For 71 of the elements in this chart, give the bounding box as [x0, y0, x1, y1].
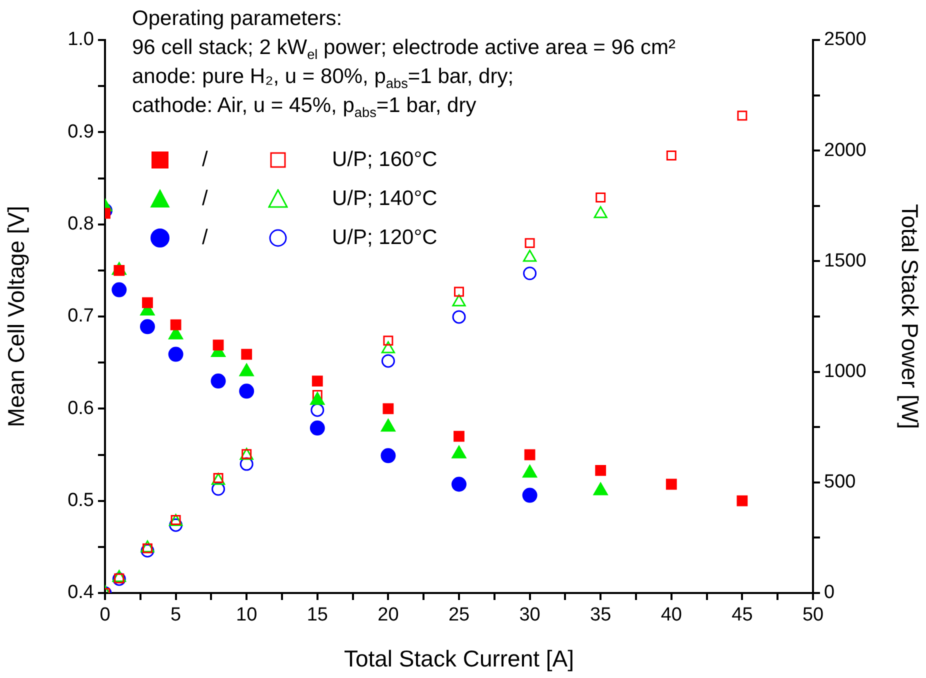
x-tick-label: 20	[378, 604, 399, 626]
annotation: /	[202, 148, 209, 172]
text: Operating parameters:	[132, 6, 344, 32]
y-tick-label: 0.5	[68, 490, 94, 512]
point	[452, 476, 466, 492]
y-tick-label: 0.9	[68, 121, 94, 142]
x-tick-label: 35	[590, 604, 612, 626]
x-tick-label: 10	[236, 604, 258, 626]
point	[524, 449, 536, 460]
point	[452, 310, 466, 324]
point	[523, 266, 537, 280]
point	[595, 464, 606, 476]
annotation: 96 cell stack; 2 kW$_{el}$ power; electrode active area = 96 cm²	[132, 35, 676, 62]
point	[140, 319, 155, 334]
y-tick-label: 0.6	[68, 398, 94, 419]
point	[212, 482, 226, 496]
point	[312, 376, 323, 386]
point	[140, 544, 154, 558]
y2-tick-label: 1500	[824, 250, 866, 272]
y2-tick-label: 2000	[824, 140, 866, 161]
x-tick-label: 15	[306, 604, 328, 626]
point	[380, 448, 396, 464]
annotation: anode: pure H₂, u = 80%, p$_{abs}$=1 bar, dry;	[132, 64, 515, 92]
point	[310, 403, 324, 417]
point	[382, 403, 394, 414]
annotation: /	[202, 186, 209, 210]
point	[310, 420, 325, 436]
point	[522, 488, 538, 503]
point	[524, 238, 535, 248]
point	[168, 346, 184, 362]
y2-tick-label: 1000	[824, 361, 866, 382]
y2-tick-label: 2500	[824, 29, 866, 50]
point	[381, 354, 395, 368]
y-tick-label: 0.4	[68, 582, 94, 604]
legend-label: U/P; 120°C	[332, 226, 438, 250]
point	[736, 495, 748, 506]
x-tick-label: 45	[732, 604, 753, 626]
y2-tick-label: 500	[824, 472, 856, 493]
y-axis-title: Mean Cell Voltage [V]	[3, 206, 30, 428]
point	[383, 336, 394, 346]
legend-label: U/P; 140°C	[332, 186, 438, 210]
point	[241, 348, 252, 360]
point	[239, 384, 254, 399]
point	[212, 340, 224, 351]
point	[454, 430, 464, 442]
point	[112, 572, 126, 586]
point	[170, 319, 182, 330]
legend-label: U/P; 160°C	[332, 148, 438, 172]
annotation: /	[202, 226, 209, 250]
y-tick-label: 1.0	[68, 29, 94, 50]
point	[596, 192, 606, 202]
point	[142, 297, 153, 308]
x-tick-label: 5	[170, 604, 182, 626]
point	[454, 286, 464, 297]
y2-tick-label: 0	[824, 582, 835, 604]
annotation: cathode: Air, u = 45%, p$_{abs}$=1 bar, dry	[132, 93, 478, 120]
x-tick-label: 25	[448, 604, 470, 626]
x-tick-label: 40	[660, 604, 682, 626]
y2-axis-title: Total Stack Power [W]	[896, 204, 923, 429]
point	[112, 282, 127, 298]
point	[210, 374, 226, 389]
x-axis-title: Total Stack Current [A]	[344, 646, 574, 672]
x-tick-label: 50	[802, 604, 824, 626]
x-tick-label: 30	[519, 604, 540, 626]
point	[666, 150, 676, 160]
y-tick-label: 0.7	[68, 306, 94, 327]
x-tick-label: 0	[100, 604, 110, 626]
point	[737, 110, 748, 121]
point	[169, 518, 183, 532]
y-tick-label: 0.8	[68, 214, 94, 235]
point	[666, 478, 677, 490]
